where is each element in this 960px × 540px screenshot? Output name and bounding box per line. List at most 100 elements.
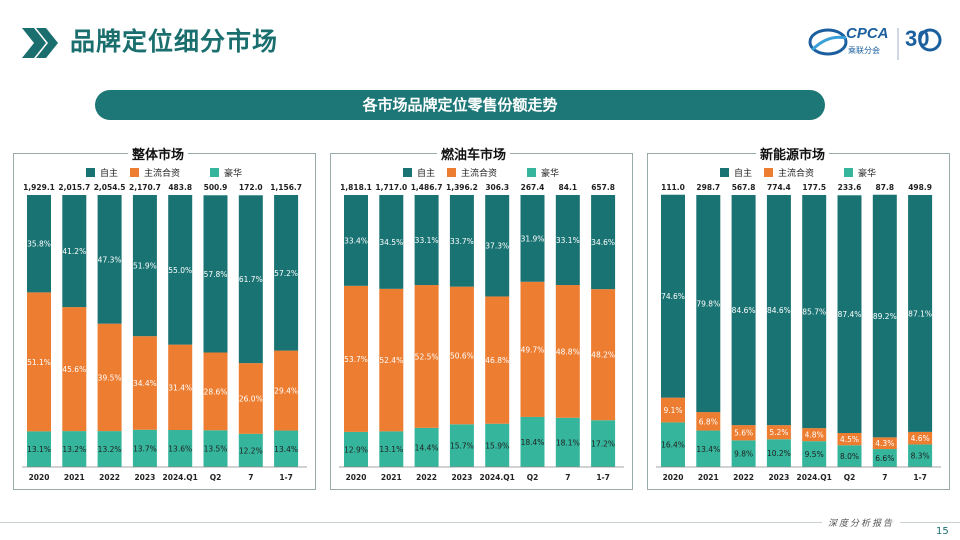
bar-total-label: 1,717.0 [375, 183, 407, 192]
logo-text: CPCA [846, 25, 889, 42]
bar-segment [908, 431, 933, 445]
bar-data-label: 47.3% [98, 255, 122, 264]
x-tick-label: 7 [565, 473, 570, 482]
bar-data-label: 33.1% [415, 236, 439, 245]
bar-data-label: 9.8% [734, 450, 753, 459]
bar-data-label: 13.4% [696, 445, 720, 454]
bar-data-label: 16.4% [661, 441, 685, 450]
bar-data-label: 13.1% [379, 445, 403, 454]
bar-segment [591, 289, 616, 421]
bar-data-label: 84.6% [732, 306, 756, 315]
bar-data-label: 8.0% [840, 452, 859, 461]
chart-title-nev: 新能源市场 [756, 144, 830, 163]
legend-swatch [764, 168, 773, 177]
bar-data-label: 50.6% [450, 351, 474, 360]
chart-nev: 自主 主流合资 豪华111.016.4%9.1%74.6%2020298.713.4… [656, 167, 941, 482]
bar-data-label: 13.2% [62, 445, 86, 454]
section-banner: 各市场品牌定位零售份额走势 [95, 90, 825, 120]
bar-segment [872, 449, 897, 467]
bar-data-label: 35.8% [27, 240, 51, 249]
bar-segment [27, 195, 51, 293]
bar-segment [837, 433, 862, 446]
x-tick-label: 2020 [663, 473, 684, 482]
bar-total-label: 87.8 [876, 183, 895, 192]
bar-data-label: 37.3% [485, 242, 509, 251]
bar-total-label: 657.8 [591, 183, 615, 192]
legend-label: 豪华 [541, 167, 559, 179]
bar-segment [27, 292, 51, 432]
bar-segment [661, 194, 685, 398]
bar-data-label: 8.3% [911, 452, 930, 461]
bar-data-label: 61.7% [239, 275, 263, 284]
bar-segment [837, 195, 862, 433]
bar-segment [414, 427, 439, 467]
bar-data-label: 4.5% [840, 435, 859, 444]
bar-data-label: 31.4% [168, 383, 192, 392]
bar-segment [731, 195, 756, 426]
bar-segment [661, 422, 685, 467]
bar-total-label: 567.8 [732, 183, 756, 192]
bar-data-label: 33.4% [344, 236, 368, 245]
bar-segment [238, 363, 263, 434]
bar-segment [97, 195, 122, 324]
x-tick-label: 2024.Q1 [480, 473, 515, 482]
bar-segment [203, 195, 228, 353]
bar-data-label: 18.1% [556, 438, 580, 447]
bar-data-label: 84.6% [767, 306, 791, 315]
bar-total-label: 298.7 [696, 183, 720, 192]
x-tick-label: 2021 [381, 473, 402, 482]
x-tick-label: Q2 [844, 473, 856, 482]
bar-segment [449, 195, 474, 287]
bar-data-label: 87.4% [838, 310, 862, 319]
bar-data-label: 34.4% [133, 379, 157, 388]
bar-segment [696, 412, 721, 431]
bar-data-label: 28.6% [204, 387, 228, 396]
bar-segment [274, 350, 299, 431]
bar-data-label: 26.0% [239, 394, 263, 403]
bar-data-label: 14.4% [415, 443, 439, 452]
bar-total-label: 177.5 [802, 183, 826, 192]
bar-segment [520, 281, 545, 417]
bar-data-label: 85.7% [802, 308, 826, 317]
bar-segment [696, 430, 721, 467]
bar-data-label: 13.1% [27, 445, 51, 454]
x-tick-label: 1-7 [279, 473, 293, 482]
bar-segment [661, 397, 685, 423]
x-tick-label: 2022 [416, 473, 437, 482]
bar-segment [802, 195, 827, 429]
legend-swatch [720, 168, 729, 177]
bar-segment [379, 195, 404, 289]
bar-segment [766, 195, 791, 426]
bar-data-label: 9.5% [805, 450, 824, 459]
chart-overall: 自主 主流合资 豪华 1,929.1 13.1% 51.1% 35.8% 2020 2,015.… [22, 167, 307, 482]
legend-label: 主流合资 [461, 167, 497, 179]
bar-data-label: 46.8% [485, 356, 509, 365]
legend-label: 自主 [734, 167, 752, 179]
bar-total-label: 1,818.1 [340, 183, 372, 192]
bar-segment [449, 286, 474, 425]
x-tick-label: 2020 [346, 473, 367, 482]
chart-panel-overall: 自主 主流合资 豪华 1,929.1 13.1% 51.1% 35.8% 2020 2,015.… [13, 153, 316, 490]
x-tick-label: 2022 [99, 473, 120, 482]
bar-data-label: 13.5% [204, 445, 228, 454]
bar-segment [414, 285, 439, 428]
x-tick-label: 7 [882, 473, 887, 482]
bar-total-label: 84.1 [559, 183, 578, 192]
bar-data-label: 12.2% [239, 446, 263, 455]
legend-swatch [210, 168, 219, 177]
bar-segment [344, 195, 368, 286]
bar-segment [802, 441, 827, 467]
x-tick-label: 2022 [733, 473, 754, 482]
bar-segment [62, 307, 87, 432]
bar-data-label: 33.7% [450, 237, 474, 246]
bar-total-label: 1,929.1 [23, 183, 55, 192]
bar-data-label: 15.9% [485, 441, 509, 450]
bar-data-label: 57.8% [204, 270, 228, 279]
bar-data-label: 48.8% [556, 347, 580, 356]
bar-data-label: 51.1% [27, 358, 51, 367]
bar-data-label: 53.7% [344, 355, 368, 364]
bar-total-label: 111.0 [661, 183, 685, 192]
bar-data-label: 4.8% [805, 431, 824, 440]
bar-segment [766, 439, 791, 467]
legend-swatch [527, 168, 536, 177]
